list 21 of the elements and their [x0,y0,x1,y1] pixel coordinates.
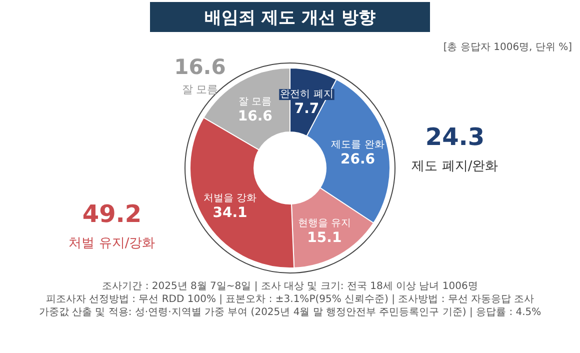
data-label: 34.1 [212,205,248,222]
text: [총 응답자 1006명, 단위 %] [443,42,572,53]
text: 24.3 [425,123,485,151]
text: 16.6 [174,55,226,79]
data-label: 15.1 [307,230,342,246]
text: 잘 모름 [182,83,218,96]
text: 가중값 산출 및 적용: 성·연령·지역별 가중 부여 (2025년 4월 말 행정안전부 주민등록인구 기준) | 응답률 : 4.5% [38,307,542,318]
chart-title: 배임죄 제도 개선 방향 [204,8,376,28]
slice-label: 제도를 완화 [331,140,384,150]
data-label: 26.6 [340,152,376,168]
slice-label: 완전히 폐지 [280,89,334,100]
slice-label: 잘 모름 [238,96,272,108]
text: 처벌 유지/강화 [68,236,156,251]
data-label: 7.7 [294,101,320,118]
slice-label: 처벌을 강화 [203,193,257,204]
text: 제도 폐지/완화 [412,159,498,174]
text: 피조사자 선정방법 : 무선 RDD 100% | 표본오차 : ±3.1%P(95% 신뢰수준) | 조사방법 : 무선 자동응답 조사 [46,294,534,305]
text: 조사기간 : 2025년 8월 7일~8일 | 조사 대상 및 크기: 전국 18세 이상 남녀 1006명 [102,281,478,292]
text: 49.2 [82,200,142,228]
slice-label: 현행을 유지 [298,218,352,229]
data-label: 16.6 [238,108,272,124]
